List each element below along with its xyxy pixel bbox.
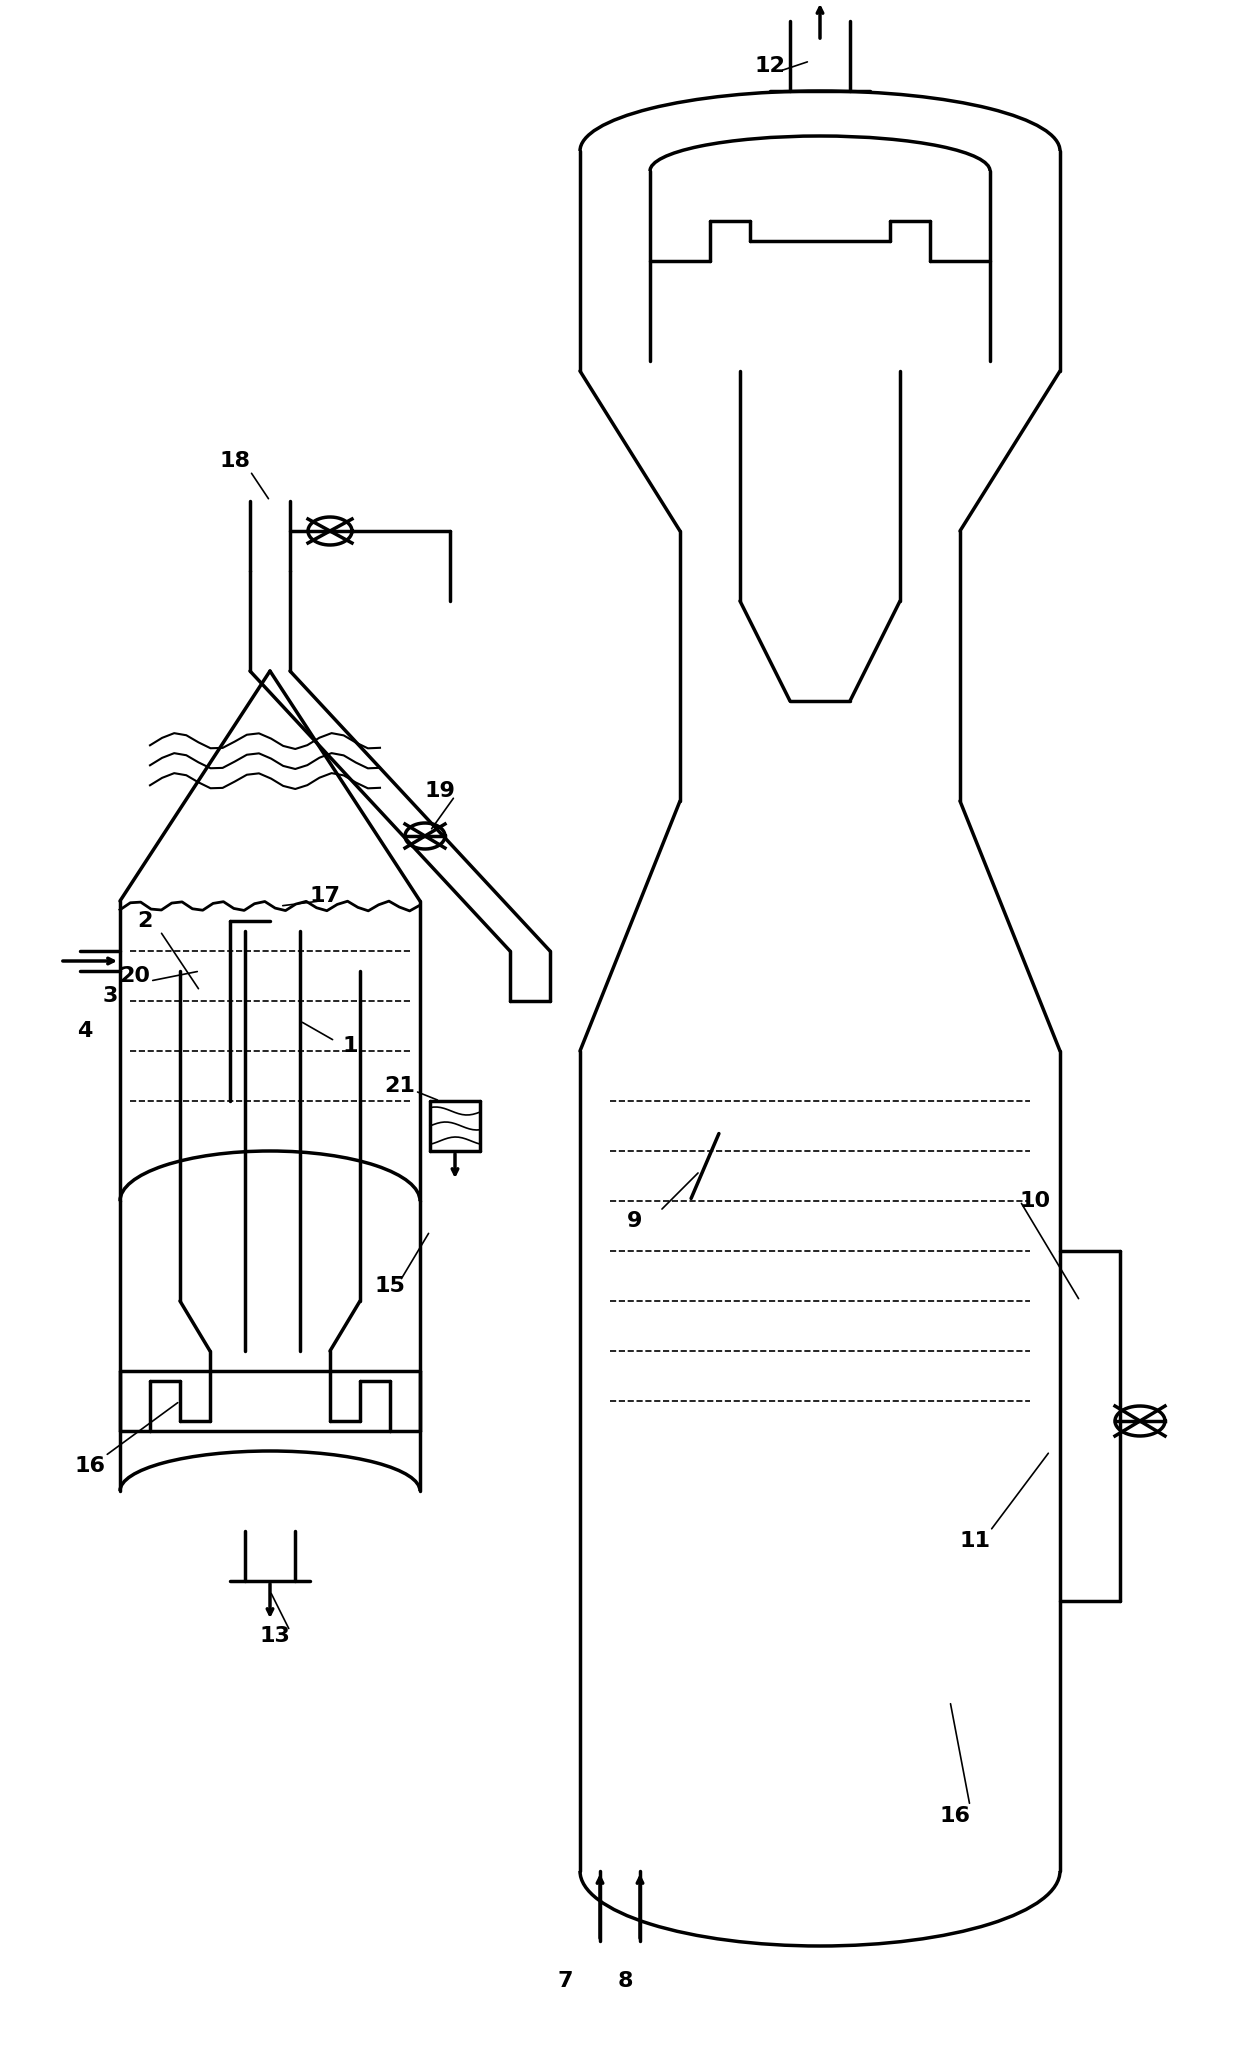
Text: 16: 16 xyxy=(74,1456,105,1477)
Text: 12: 12 xyxy=(755,55,785,76)
Text: 7: 7 xyxy=(557,1971,573,1992)
Text: 17: 17 xyxy=(310,886,341,907)
Text: 4: 4 xyxy=(77,1021,93,1042)
Text: 10: 10 xyxy=(1019,1192,1050,1210)
Text: 20: 20 xyxy=(119,966,150,987)
Text: 9: 9 xyxy=(627,1210,642,1231)
Text: 18: 18 xyxy=(219,451,250,472)
Text: 2: 2 xyxy=(138,911,153,931)
Text: 1: 1 xyxy=(342,1036,358,1056)
Text: 11: 11 xyxy=(960,1530,991,1551)
Text: 16: 16 xyxy=(940,1807,971,1825)
Text: 13: 13 xyxy=(259,1626,290,1647)
Text: 8: 8 xyxy=(618,1971,632,1992)
Text: 21: 21 xyxy=(384,1077,415,1095)
Text: 15: 15 xyxy=(374,1276,405,1296)
Text: 19: 19 xyxy=(424,781,455,802)
Text: 3: 3 xyxy=(103,987,118,1005)
